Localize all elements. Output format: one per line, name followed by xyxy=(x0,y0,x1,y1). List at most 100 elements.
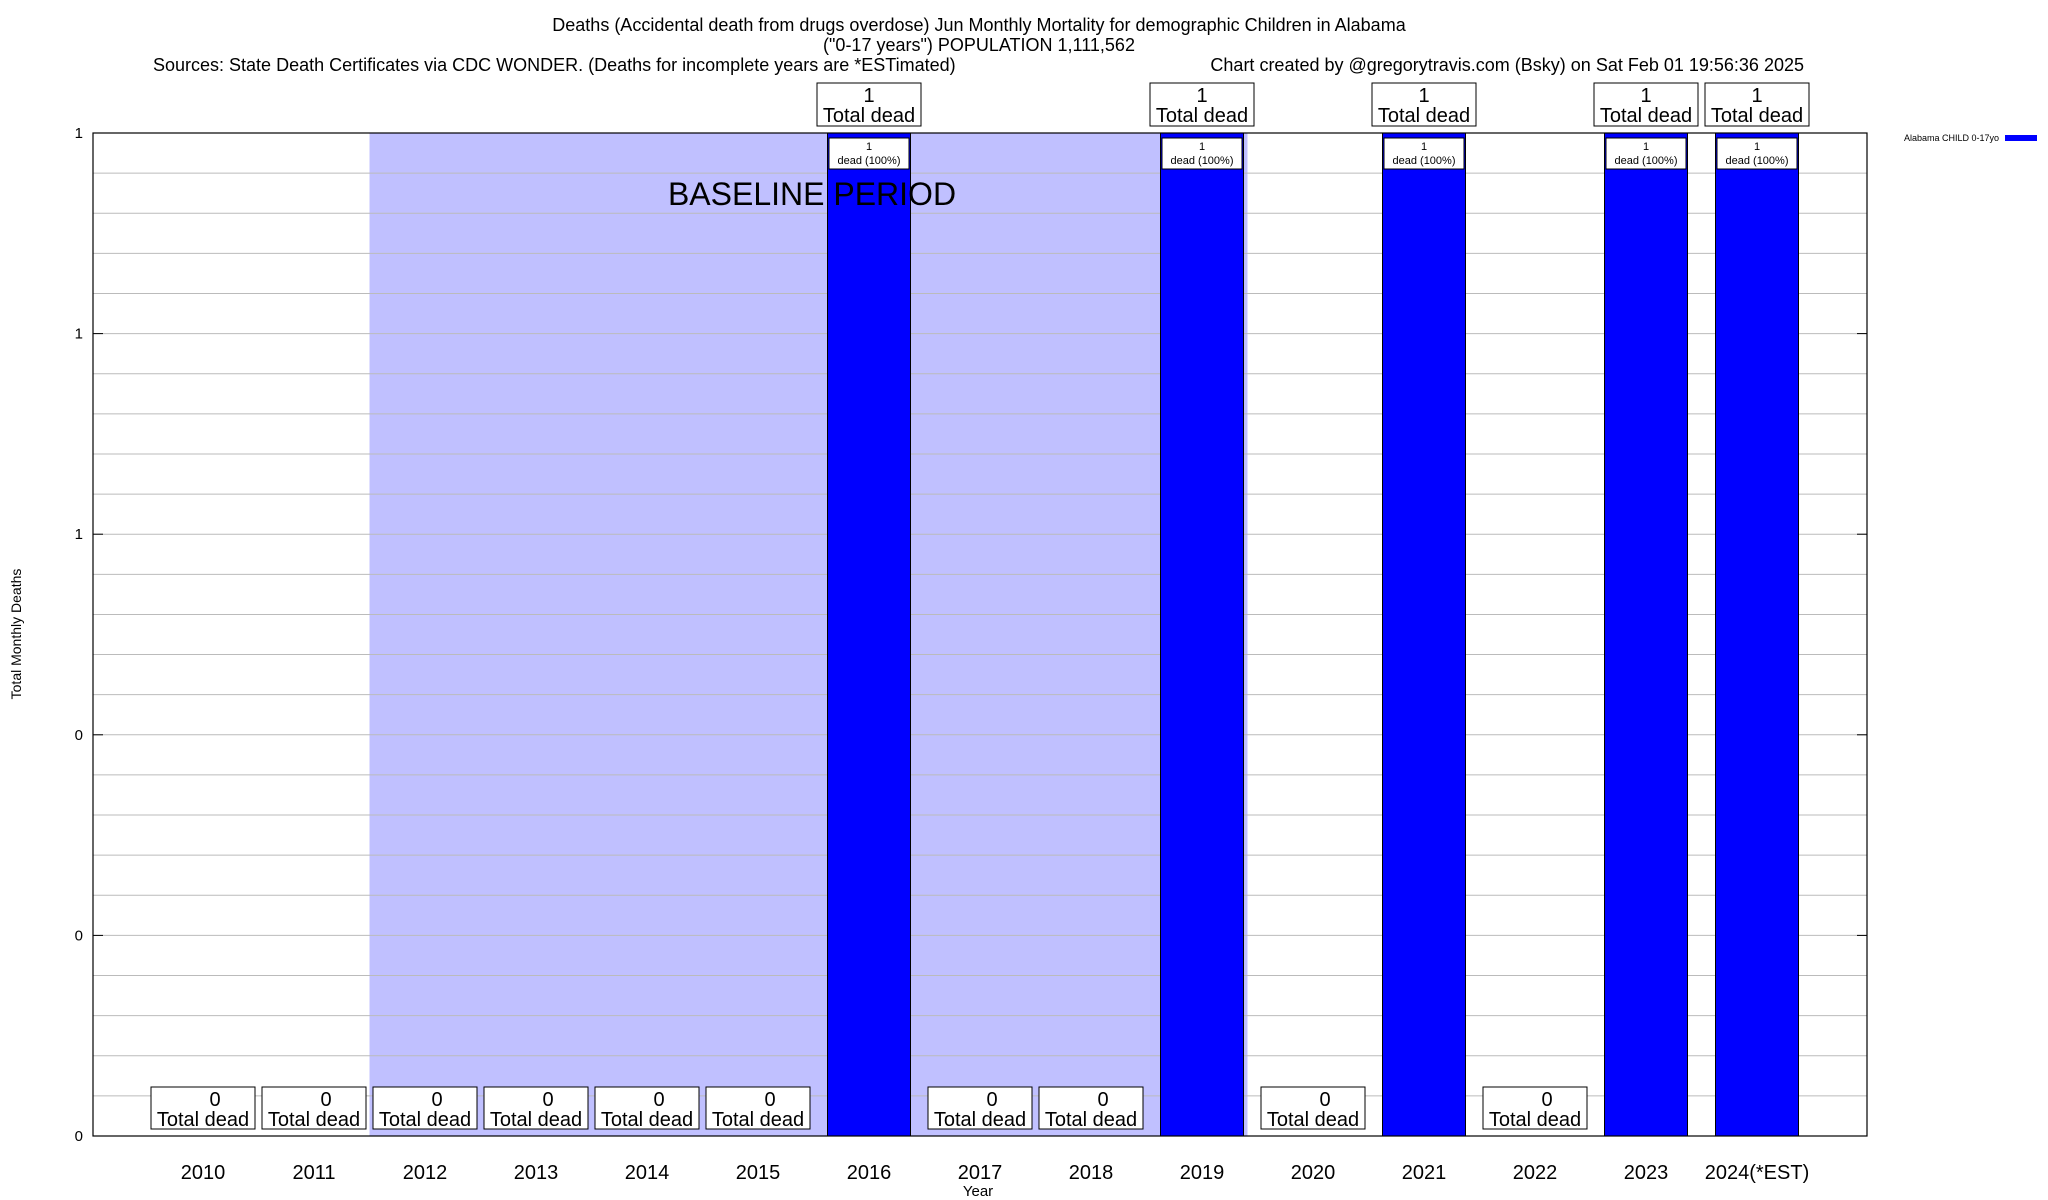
bar-label-box xyxy=(1716,137,1798,170)
x-tick-label: 2019 xyxy=(1180,1162,1225,1184)
total-label-number: 0 xyxy=(1541,1089,1552,1111)
total-label-text: Total dead xyxy=(712,1109,804,1131)
bar-label-text: dead (100%) xyxy=(838,155,901,167)
bar-label-number: 1 xyxy=(1199,141,1205,153)
bar-label-box xyxy=(1383,137,1465,170)
bar xyxy=(827,132,911,1137)
total-label-text: Total dead xyxy=(268,1109,360,1131)
bar-label-number: 1 xyxy=(1643,141,1649,153)
total-label-text: Total dead xyxy=(379,1109,471,1131)
total-label-number: 0 xyxy=(431,1089,442,1111)
total-label-number: 1 xyxy=(1640,85,1651,107)
bar-label-text: dead (100%) xyxy=(1393,155,1456,167)
chart-title-line-2: ("0-17 years") POPULATION 1,111,562 xyxy=(823,35,1135,55)
total-label-box xyxy=(483,1086,589,1130)
x-tick-label: 2016 xyxy=(847,1162,892,1184)
total-label-number: 0 xyxy=(764,1089,775,1111)
total-label-box xyxy=(705,1086,811,1130)
total-label-number: 0 xyxy=(320,1089,331,1111)
y-axis-label: Total Monthly Deaths xyxy=(8,569,24,700)
total-label-text: Total dead xyxy=(1267,1109,1359,1131)
bars-layer xyxy=(199,132,1799,1137)
total-label-number: 1 xyxy=(1751,85,1762,107)
total-label-number: 1 xyxy=(1418,85,1429,107)
total-label-box xyxy=(927,1086,1033,1130)
y-tick-label: 0 xyxy=(75,1128,83,1145)
total-label-number: 0 xyxy=(1319,1089,1330,1111)
total-label-number: 0 xyxy=(542,1089,553,1111)
grid-layer xyxy=(93,172,1867,1097)
total-label-text: Total dead xyxy=(934,1109,1026,1131)
total-label-box xyxy=(594,1086,700,1130)
legend-swatch xyxy=(2005,135,2037,141)
chart-title-line-1: Deaths (Accidental death from drugs over… xyxy=(552,15,1406,35)
bar-label-number: 1 xyxy=(1754,141,1760,153)
total-label-box xyxy=(1149,82,1255,127)
x-tick-label: 2017 xyxy=(958,1162,1003,1184)
total-label-text: Total dead xyxy=(823,105,915,127)
total-label-box xyxy=(372,1086,478,1130)
total-label-number: 0 xyxy=(986,1089,997,1111)
bar xyxy=(1715,132,1799,1137)
bar xyxy=(1382,132,1466,1137)
total-label-number: 0 xyxy=(1097,1089,1108,1111)
x-tick-label: 2023 xyxy=(1624,1162,1669,1184)
x-axis-label: Year xyxy=(963,1183,993,1200)
baseline-label: BASELINE PERIOD xyxy=(668,176,956,212)
plot-frame xyxy=(92,132,1868,1137)
total-label-text: Total dead xyxy=(1711,105,1803,127)
total-label-text: Total dead xyxy=(157,1109,249,1131)
bar xyxy=(1160,132,1244,1137)
legend-label: Alabama CHILD 0-17yo xyxy=(1904,133,1999,143)
total-label-box xyxy=(150,1086,256,1130)
total-label-box xyxy=(261,1086,367,1130)
baseline-band xyxy=(369,133,1248,1136)
x-tick-label: 2013 xyxy=(514,1162,559,1184)
x-tick-label: 2014 xyxy=(625,1162,670,1184)
total-label-text: Total dead xyxy=(490,1109,582,1131)
bar-label-text: dead (100%) xyxy=(1171,155,1234,167)
bar-label-box xyxy=(1605,137,1687,170)
x-tick-label: 2012 xyxy=(403,1162,448,1184)
total-label-number: 0 xyxy=(209,1089,220,1111)
bar-label-text: dead (100%) xyxy=(1615,155,1678,167)
x-tick-label: 2020 xyxy=(1291,1162,1336,1184)
total-label-box xyxy=(1593,82,1699,127)
y-tick-label: 1 xyxy=(75,125,83,142)
chart-credit: Chart created by @gregorytravis.com (Bsk… xyxy=(1210,55,1804,75)
ticks-layer xyxy=(93,132,1867,1137)
x-tick-label: 2010 xyxy=(181,1162,226,1184)
total-label-box xyxy=(816,82,922,127)
bar-label-number: 1 xyxy=(866,141,872,153)
total-label-text: Total dead xyxy=(1156,105,1248,127)
total-label-box xyxy=(1704,82,1810,127)
bar-label-text: dead (100%) xyxy=(1726,155,1789,167)
bar-label-box xyxy=(1161,137,1243,170)
y-tick-label: 0 xyxy=(75,727,83,744)
total-label-box xyxy=(1038,1086,1144,1130)
total-label-number: 1 xyxy=(863,85,874,107)
chart-source: Sources: State Death Certificates via CD… xyxy=(153,55,956,75)
total-label-number: 1 xyxy=(1196,85,1207,107)
x-tick-label: 2024(*EST) xyxy=(1705,1162,1810,1184)
total-label-text: Total dead xyxy=(1378,105,1470,127)
x-tick-label: 2021 xyxy=(1402,1162,1447,1184)
baseline-layer xyxy=(369,133,1248,1136)
total-label-box xyxy=(1260,1086,1366,1130)
bar xyxy=(1604,132,1688,1137)
x-tick-label: 2022 xyxy=(1513,1162,1558,1184)
total-label-number: 0 xyxy=(653,1089,664,1111)
total-label-box xyxy=(1482,1086,1588,1130)
bar-label-box xyxy=(828,137,910,170)
y-tick-label: 1 xyxy=(75,326,83,343)
x-tick-label: 2018 xyxy=(1069,1162,1114,1184)
total-label-text: Total dead xyxy=(1045,1109,1137,1131)
total-label-text: Total dead xyxy=(1489,1109,1581,1131)
x-tick-label: 2015 xyxy=(736,1162,781,1184)
total-label-text: Total dead xyxy=(601,1109,693,1131)
bar-label-number: 1 xyxy=(1421,141,1427,153)
legend: Alabama CHILD 0-17yo xyxy=(1904,133,2037,143)
total-label-box xyxy=(1371,82,1477,127)
y-tick-label: 0 xyxy=(75,927,83,944)
total-label-text: Total dead xyxy=(1600,105,1692,127)
